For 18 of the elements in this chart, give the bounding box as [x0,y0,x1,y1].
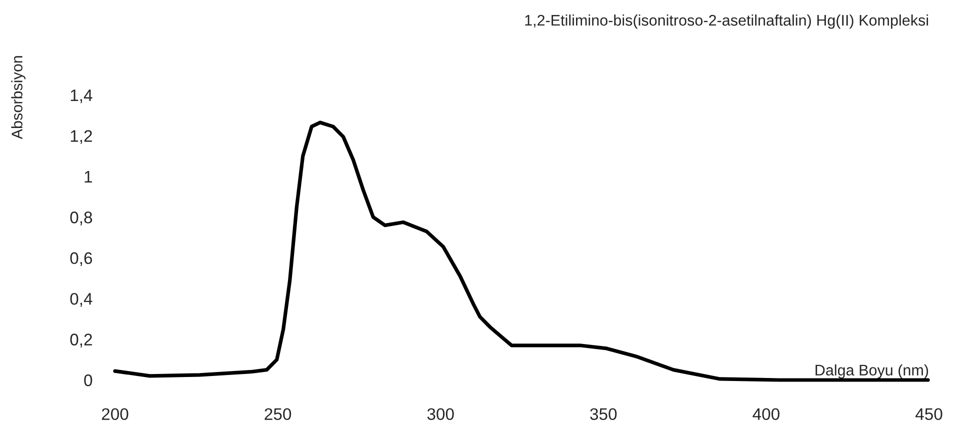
x-tick-label: 300 [427,408,454,420]
y-tick-label: 0,8 [70,212,92,226]
x-axis-title: Dalga Boyu (nm) [816,364,928,379]
y-tick-label: 0,2 [70,334,92,348]
x-tick-label: 200 [102,408,128,420]
chart-title: 1,2-Etilimino-bis(isonitroso-2-asetilnaftalin) Hg(II) Kompleksi [525,14,928,29]
y-tick-label: 0,6 [70,252,92,266]
y-tick-label: 1 [84,171,92,182]
x-tick-label: 400 [752,408,780,420]
y-tick-label: 0,4 [70,292,92,307]
x-tick-label: 350 [590,408,617,420]
x-tick-label: 250 [264,408,292,420]
y-tick-label: 1,2 [70,130,92,144]
line-series [113,120,930,382]
x-tick-label: 450 [915,408,942,420]
y-tick-label: 0 [84,374,92,386]
y-tick-label: 1,4 [70,90,92,104]
y-axis-title: Absorbsiyon [11,56,26,140]
